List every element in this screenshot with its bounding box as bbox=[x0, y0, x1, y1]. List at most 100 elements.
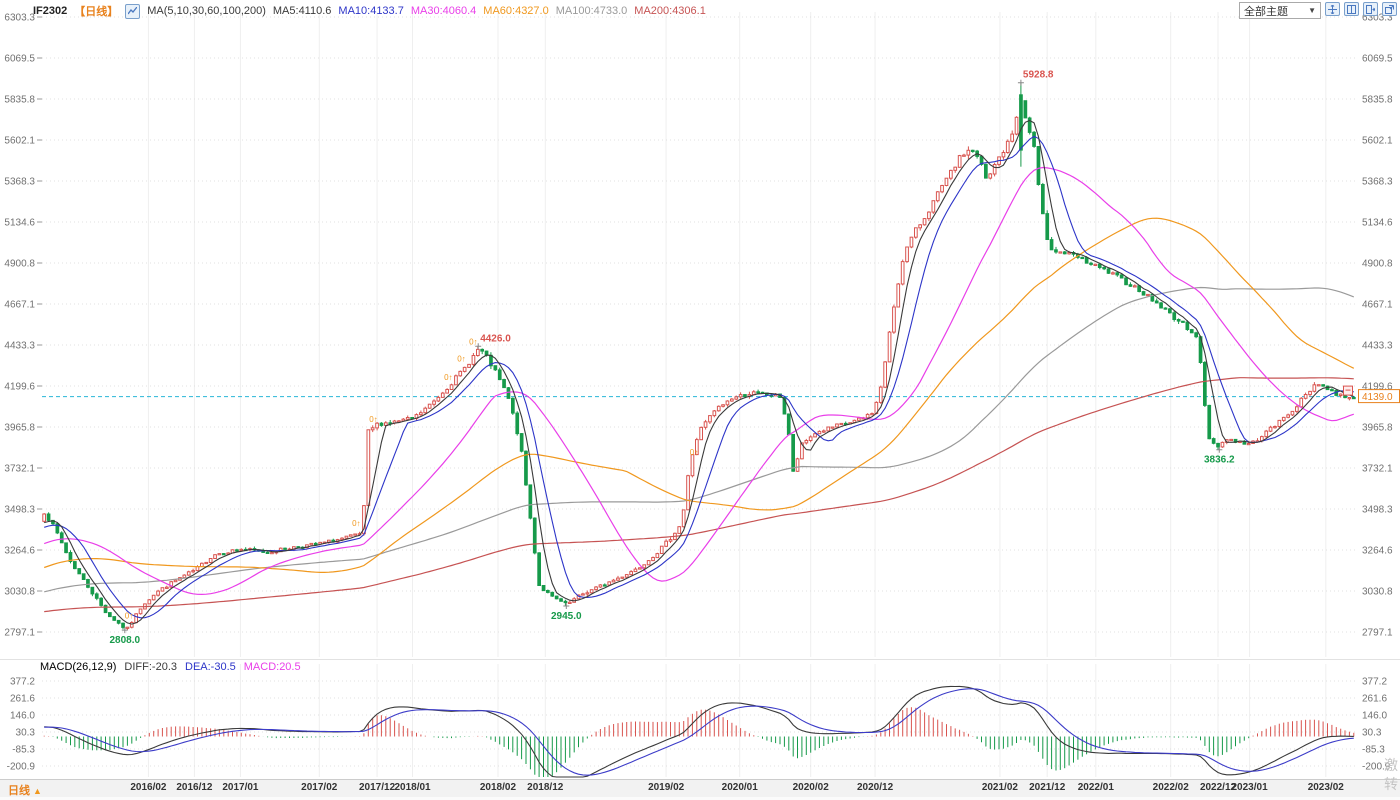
date-label: 2016/12 bbox=[176, 782, 213, 793]
macd-axis-label: -85.3 bbox=[12, 745, 35, 756]
theme-dropdown[interactable]: 全部主题 ▼ bbox=[1239, 2, 1321, 19]
macd-axis: 377.2 377.2 261.6 261.6 146.0 146.0 30.3 30.3 -8… bbox=[0, 659, 1400, 773]
date-label: 2023/02 bbox=[1307, 782, 1344, 793]
price-axis-label-right: 5134.6 bbox=[1362, 218, 1393, 229]
ma100-value: MA100:4733.0 bbox=[555, 5, 628, 17]
svg-text:2808.0: 2808.0 bbox=[110, 635, 141, 646]
price-axis-label-right: 2797.1 bbox=[1362, 628, 1393, 639]
svg-text:0↑: 0↑ bbox=[690, 448, 698, 457]
price-axis-label: 3732.1 bbox=[4, 464, 35, 475]
price-axis-label-right: 4199.6 bbox=[1362, 382, 1393, 393]
ma10-line bbox=[44, 135, 1354, 619]
ma200-line bbox=[44, 377, 1354, 613]
svg-text:0↑: 0↑ bbox=[352, 519, 360, 528]
macd-axis-label: -200.9 bbox=[7, 762, 36, 773]
theme-dropdown-label: 全部主题 bbox=[1244, 5, 1288, 18]
price-axis-label-right: 3030.8 bbox=[1362, 587, 1393, 598]
x-axis-bar: 日线 ▲ 2016/02 2016/12 2017/01 2017/02 2017/12 2… bbox=[0, 779, 1400, 797]
macd-title: MACD(26,12,9) bbox=[40, 661, 117, 673]
period-tab-daily[interactable]: 日线 ▲ bbox=[8, 782, 42, 798]
ma30-value: MA30:4060.4 bbox=[410, 5, 477, 17]
layout-next-icon[interactable] bbox=[1363, 2, 1378, 16]
date-label: 2020/01 bbox=[721, 782, 758, 793]
price-axis-label-right: 4433.3 bbox=[1362, 341, 1393, 352]
svg-text:4426.0: 4426.0 bbox=[480, 333, 511, 344]
svg-text:0↑: 0↑ bbox=[369, 415, 377, 424]
indicator-chart-icon[interactable] bbox=[125, 3, 141, 19]
macd-axis-label-right: 377.2 bbox=[1362, 677, 1387, 688]
date-label: 2022/02 bbox=[1152, 782, 1189, 793]
price-axis-label: 5602.1 bbox=[4, 136, 35, 147]
macd-axis-label: 377.2 bbox=[10, 677, 35, 688]
ma-lines bbox=[44, 119, 1355, 625]
chevron-down-icon: ▼ bbox=[1308, 6, 1316, 15]
macd-axis-label-right: 261.6 bbox=[1362, 694, 1387, 705]
trade-markers: 0↑ 0↑ 0↑ 0↑ 0↑ 0↑ 0↑ bbox=[125, 338, 698, 621]
price-axis-label: 5835.8 bbox=[4, 95, 35, 106]
macd-axis-label: 30.3 bbox=[16, 728, 36, 739]
date-label: 2022/12 bbox=[1199, 782, 1237, 793]
macd-diff-value: DIFF:-20.3 bbox=[124, 661, 177, 673]
macd-macd-value: MACD:20.5 bbox=[243, 661, 301, 673]
date-label: 2021/02 bbox=[981, 782, 1018, 793]
svg-text:0↑: 0↑ bbox=[444, 373, 452, 382]
svg-text:5928.8: 5928.8 bbox=[1023, 70, 1054, 81]
price-axis-label-right: 3732.1 bbox=[1362, 464, 1393, 475]
price-axis-label: 4199.6 bbox=[4, 382, 35, 393]
macd-axis-label: 146.0 bbox=[10, 711, 35, 722]
price-axis-label-right: 3498.3 bbox=[1362, 505, 1393, 516]
price-axis-label: 4900.8 bbox=[4, 259, 35, 270]
date-label: 2018/02 bbox=[479, 782, 517, 793]
macd-axis-label-right: 146.0 bbox=[1362, 711, 1387, 722]
ma30-line bbox=[44, 166, 1354, 596]
price-axis-label: 3965.8 bbox=[4, 423, 35, 434]
macd-axis-label-right: -85.3 bbox=[1362, 745, 1385, 756]
price-axis-label: 3264.6 bbox=[4, 546, 35, 557]
price-axis-label-right: 5602.1 bbox=[1362, 136, 1393, 147]
pan-move-icon[interactable] bbox=[1325, 2, 1340, 16]
price-axis-label: 4433.3 bbox=[4, 341, 35, 352]
date-label: 2021/12 bbox=[1029, 782, 1066, 793]
svg-text:2945.0: 2945.0 bbox=[551, 611, 582, 622]
macd-axis-label-right: -200.9 bbox=[1362, 762, 1391, 773]
chart-header: IF2302 【日线】 MA(5,10,30,60,100,200) MA5:4… bbox=[33, 3, 706, 19]
triangle-up-icon: ▲ bbox=[33, 786, 42, 796]
date-label: 2018/12 bbox=[527, 782, 564, 793]
macd-axis-label: 261.6 bbox=[10, 694, 35, 705]
price-axis: 6303.3 6303.3 6069.5 6069.5 5835.8 5835.8 5602… bbox=[4, 13, 1393, 639]
svg-text:3836.2: 3836.2 bbox=[1204, 455, 1235, 466]
price-axis-label: 4667.1 bbox=[4, 300, 35, 311]
date-label: 2023/01 bbox=[1231, 782, 1268, 793]
price-axis-label: 5134.6 bbox=[4, 218, 35, 229]
svg-text:0↑: 0↑ bbox=[469, 338, 477, 347]
price-axis-label: 2797.1 bbox=[4, 628, 35, 639]
period-label: 【日线】 bbox=[74, 6, 119, 18]
price-axis-label: 3498.3 bbox=[4, 505, 35, 516]
candles bbox=[42, 82, 1356, 631]
macd-histogram bbox=[43, 707, 1355, 777]
price-axis-label-right: 6303.3 bbox=[1362, 13, 1393, 24]
ma60-value: MA60:4327.0 bbox=[483, 5, 549, 17]
layout-split-icon[interactable] bbox=[1344, 2, 1359, 16]
date-label: 2022/01 bbox=[1077, 782, 1114, 793]
vertical-gridlines bbox=[147, 12, 1327, 777]
macd-dea-value: DEA:-30.5 bbox=[185, 661, 236, 673]
price-axis-label-right: 5368.3 bbox=[1362, 177, 1393, 188]
price-axis-label: 6303.3 bbox=[4, 13, 35, 24]
price-axis-label: 6069.5 bbox=[4, 54, 35, 65]
date-label: 2017/01 bbox=[222, 782, 259, 793]
window-popout-icon[interactable] bbox=[1382, 2, 1397, 16]
macd-axis-label-right: 30.3 bbox=[1362, 728, 1382, 739]
price-axis-label-right: 5835.8 bbox=[1362, 95, 1393, 106]
watermark-line1: 激 bbox=[1384, 757, 1398, 773]
ma5-value: MA5:4110.6 bbox=[272, 5, 332, 17]
price-axis-label-right: 4900.8 bbox=[1362, 259, 1393, 270]
chart-toolbar: 全部主题 ▼ bbox=[1239, 2, 1397, 19]
windows-activation-watermark: 激 转 bbox=[1384, 756, 1400, 794]
ma200-value: MA200:4306.1 bbox=[634, 5, 706, 17]
ma5-line bbox=[44, 119, 1354, 625]
ma60-line bbox=[44, 217, 1355, 573]
symbol-label: IF2302 bbox=[33, 5, 68, 17]
